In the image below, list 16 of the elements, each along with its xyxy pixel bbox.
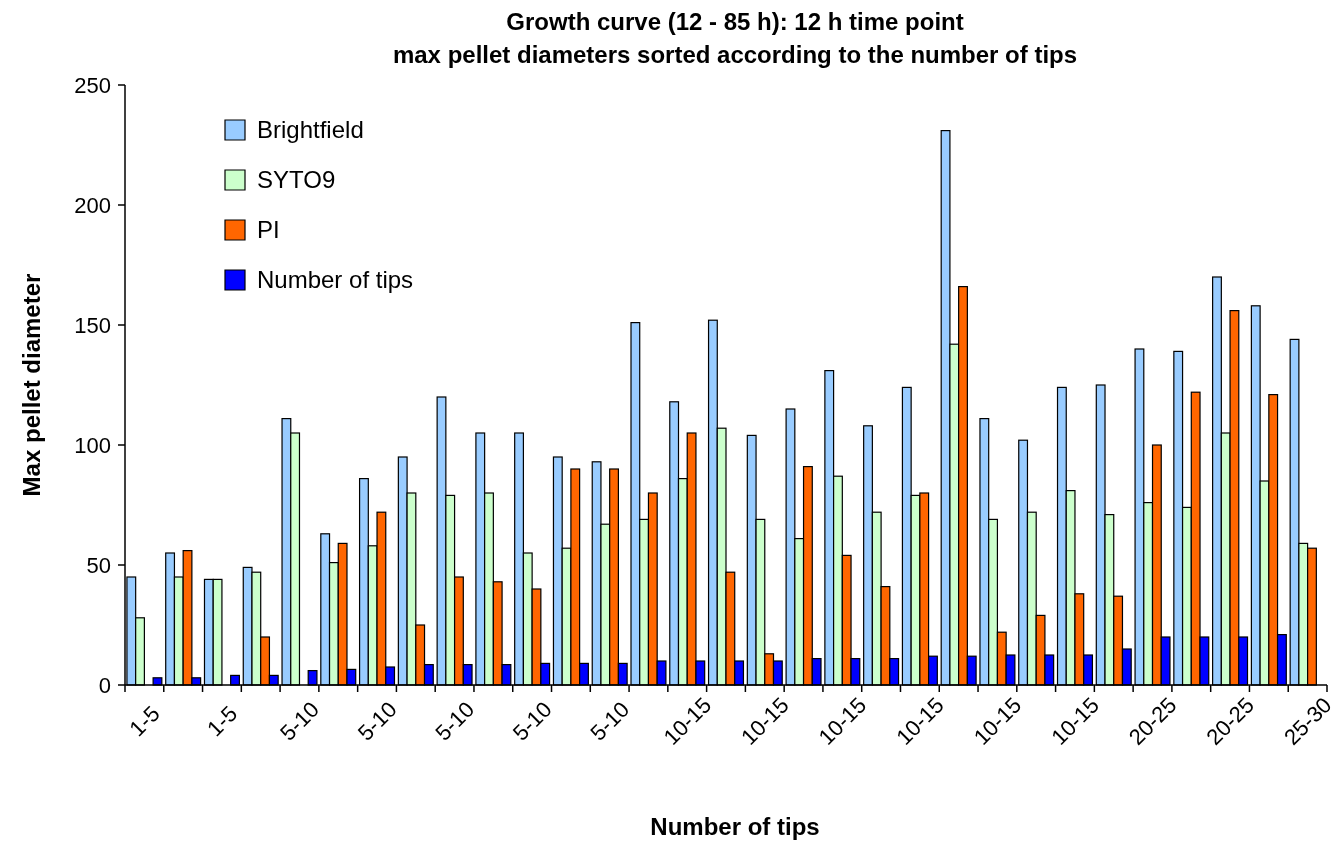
y-tick-label: 50 <box>86 552 111 578</box>
x-axis-title: Number of tips <box>650 813 820 840</box>
y-tick-label: 150 <box>74 312 111 338</box>
y-tick-label: 200 <box>74 192 111 218</box>
x-tick-label: 1-5 <box>124 701 165 742</box>
chart-title: Growth curve (12 - 85 h): 12 h time point <box>506 8 964 35</box>
y-tick-label: 250 <box>74 72 111 98</box>
legend-label: Number of tips <box>257 266 414 294</box>
y-tick-label: 100 <box>74 432 111 458</box>
legend-label: SYTO9 <box>257 166 336 194</box>
legend-label: Brightfield <box>257 116 364 144</box>
y-axis-title: Max pellet diameter <box>18 273 45 497</box>
legend-label: PI <box>257 216 280 244</box>
chart-subtitle: max pellet diameters sorted according to the number of tips <box>392 41 1078 68</box>
y-tick-label: 0 <box>98 672 111 698</box>
x-tick-label: 1-5 <box>202 701 243 742</box>
